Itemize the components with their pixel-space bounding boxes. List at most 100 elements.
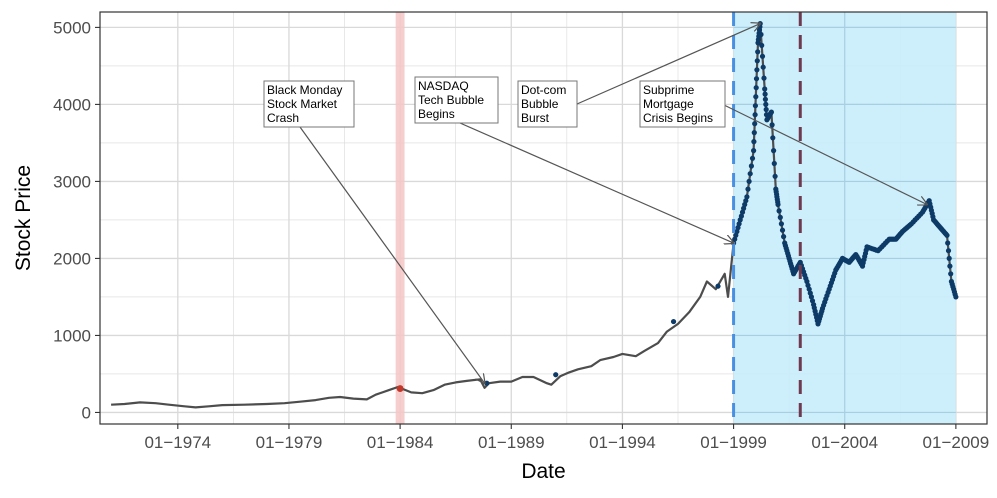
- annotation-label: Subprime: [643, 83, 695, 97]
- data-point: [947, 263, 953, 269]
- annotation-label: Tech Bubble: [418, 93, 484, 107]
- panel-border: [99, 11, 988, 425]
- data-point: [715, 283, 721, 289]
- data-point: [775, 201, 781, 208]
- data-point: [804, 278, 810, 285]
- data-point: [763, 106, 769, 113]
- data-point: [771, 160, 777, 167]
- data-point: [755, 49, 761, 55]
- annotation-label: Begins: [418, 107, 455, 121]
- data-point: [747, 171, 753, 177]
- y-tick-label: 1000: [53, 326, 91, 345]
- data-point: [754, 67, 760, 73]
- data-point: [771, 148, 777, 154]
- data-point: [734, 228, 740, 235]
- annotation-label: Crash: [267, 111, 299, 125]
- data-point: [752, 112, 758, 118]
- data-point: [761, 75, 767, 81]
- x-tick-label: 01−1984: [367, 433, 434, 452]
- data-point: [778, 221, 785, 227]
- data-point: [752, 103, 759, 109]
- data-point: [754, 58, 760, 64]
- data-point: [762, 96, 769, 102]
- annotation-arrow: [459, 122, 734, 243]
- annotation-arrow: [721, 103, 927, 205]
- data-point: [753, 85, 759, 91]
- data-point: [759, 53, 766, 59]
- data-point: [751, 148, 757, 154]
- data-point: [752, 121, 758, 127]
- data-point: [779, 227, 786, 233]
- annotation-label: Dot-com: [521, 83, 566, 97]
- y-tick-label: 0: [82, 403, 91, 422]
- data-point-highlight: [396, 385, 404, 392]
- data-point: [484, 380, 490, 386]
- data-point: [753, 94, 759, 100]
- annotation-label: Stock Market: [267, 97, 338, 111]
- data-point: [770, 135, 776, 141]
- data-point: [744, 194, 750, 200]
- data-point: [748, 163, 755, 169]
- x-axis-ticks: 01−1974 01−1979 01−1984 01−1989 01−1994 01−19…: [144, 424, 989, 452]
- data-point: [772, 173, 778, 179]
- annotation-box: [517, 80, 578, 128]
- y-axis-ticks: 0 1000 2000 3000 4000 5000: [53, 18, 100, 422]
- annotation-arrow: [299, 126, 485, 383]
- data-point: [753, 76, 760, 82]
- data-point: [769, 122, 775, 128]
- data-point: [736, 221, 742, 227]
- data-point: [760, 64, 766, 70]
- data-point: [743, 198, 749, 204]
- data-point: [781, 234, 787, 240]
- annotation-label: Crisis Begins: [643, 111, 713, 125]
- data-point: [670, 318, 677, 325]
- x-tick-label: 01−1999: [700, 433, 767, 452]
- data-point: [758, 31, 764, 38]
- data-point: [808, 294, 815, 300]
- data-point: [953, 294, 959, 300]
- annotation-box: [414, 76, 499, 124]
- x-tick-label: 01−1989: [478, 433, 545, 452]
- data-point: [776, 208, 782, 214]
- series-layer: [111, 21, 959, 409]
- y-tick-label: 4000: [53, 95, 91, 114]
- y-tick-label: 5000: [53, 18, 91, 37]
- annotation-label: Burst: [521, 111, 550, 125]
- x-tick-label: 01−2009: [923, 433, 990, 452]
- data-point: [946, 255, 952, 261]
- y-tick-label: 3000: [53, 172, 91, 191]
- x-axis-title: Date: [521, 460, 565, 483]
- data-point: [749, 155, 756, 161]
- annotation-label: NASDAQ: [418, 79, 469, 93]
- data-point: [746, 178, 752, 184]
- x-tick-label: 01−1979: [256, 433, 323, 452]
- data-point: [806, 286, 812, 292]
- data-point: [762, 91, 768, 97]
- data-point: [944, 232, 950, 238]
- y-axis-title: Stock Price: [12, 165, 35, 271]
- annotation-arrow: [576, 24, 760, 105]
- annotation-label: Black Monday: [267, 83, 342, 97]
- data-point: [762, 86, 768, 92]
- red-band: [395, 12, 405, 424]
- annotation-box: [263, 80, 355, 128]
- annotation-box: [639, 80, 726, 128]
- data-point: [945, 240, 951, 246]
- data-point: [745, 186, 751, 192]
- data-point: [553, 372, 559, 378]
- data-point: [777, 214, 783, 220]
- annotation-label: Bubble: [521, 97, 559, 111]
- data-point: [751, 139, 757, 145]
- data-point: [759, 42, 765, 49]
- data-point: [945, 248, 952, 254]
- annotation-label: Mortgage: [643, 97, 694, 111]
- data-point: [768, 109, 775, 115]
- data-point: [741, 205, 747, 211]
- data-point: [738, 213, 745, 219]
